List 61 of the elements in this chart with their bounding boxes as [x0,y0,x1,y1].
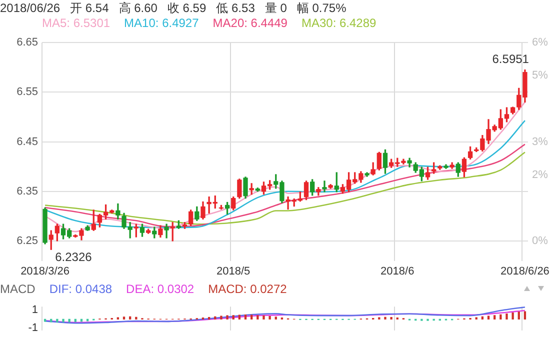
text: 幅 0.75% [296,0,346,16]
bar [202,317,204,320]
y2-tick-label: 0% [532,234,548,247]
x-tick-label: 2018/6/26 [500,265,550,278]
x-tick-label: 2018/5 [216,265,250,278]
y2-tick-label: 3% [532,136,548,148]
bar [256,315,259,320]
bar [232,315,234,320]
text: 量 0 [264,0,287,16]
x-tick-label: 2018/3/26 [20,265,70,278]
bar [396,317,398,320]
text: DIF: 0.0438 [49,282,112,296]
bar [518,312,520,320]
y-tick-label: 6.55 [16,86,38,98]
bar [208,317,210,320]
bar [262,315,265,320]
y2-tick-label: 2% [532,168,548,181]
y2-tick-label: 5% [532,70,548,82]
text: MA20: 6.4449 [212,16,288,30]
y-tick-label: 6.65 [16,36,38,49]
bar [280,317,284,320]
text: MA10: 6.4927 [124,16,199,30]
text: 高 6.60 [118,0,158,16]
series-label: MACD: 0.0272 [208,282,287,296]
bar [226,315,228,320]
text: 开 6.54 [70,0,109,16]
bar [494,315,496,320]
annotation: 6.5951 [492,52,530,66]
bar [116,317,120,320]
y-tick-label: 6.35 [16,185,38,198]
text: 低 6.53 [216,0,255,16]
bar [475,317,478,320]
y-tick-label: 6.25 [16,234,38,247]
bar [384,316,386,320]
text: 收 6.59 [167,0,206,16]
x-tick-label: 2018/6 [380,265,414,278]
chart-title: 2018/06/26 [0,0,60,16]
y-tick-label: 6.45 [16,136,38,148]
line-series [44,306,526,324]
bar [524,311,526,320]
annotation: 6.2326 [55,250,92,264]
bar [268,316,271,320]
text: MA30: 6.4289 [301,16,376,30]
bar [244,314,247,320]
y-tick-label: 1 [32,304,38,316]
bar [86,318,89,322]
bar [220,316,222,320]
legend-title: MACD [0,282,36,296]
text: MA5: 6.5301 [42,16,110,30]
text: DEA: 0.0302 [126,282,194,296]
bar [62,318,64,322]
bar [512,312,514,320]
bar [56,318,58,322]
y2-tick-label: 6% [532,36,548,49]
bar [122,316,126,320]
y-tick-label: -1 [28,322,38,334]
bar [487,316,490,320]
bar [274,316,277,320]
bar [390,317,392,320]
bar [378,317,380,320]
bar [506,313,508,320]
